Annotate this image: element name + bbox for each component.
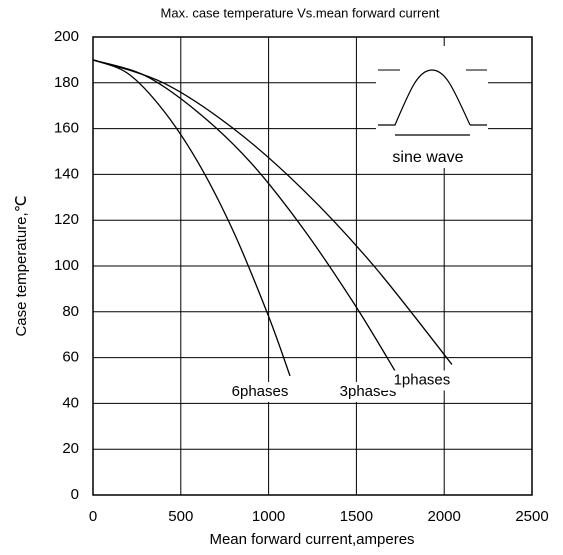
y-tick-label: 140 bbox=[54, 165, 79, 182]
x-tick-label: 1000 bbox=[252, 508, 285, 525]
x-tick-label: 1500 bbox=[340, 508, 373, 525]
x-axis-label: Mean forward current,amperes bbox=[209, 531, 414, 548]
label-bg bbox=[379, 370, 462, 391]
y-tick-label: 120 bbox=[54, 211, 79, 228]
line-series bbox=[92, 59, 399, 377]
x-tick-label: 500 bbox=[168, 508, 193, 525]
y-tick-label: 40 bbox=[62, 394, 79, 411]
annotation: sine wave bbox=[392, 149, 463, 166]
y-tick-label: 100 bbox=[54, 257, 79, 274]
y-tick-label: 200 bbox=[54, 28, 79, 45]
y-tick-label: 20 bbox=[62, 440, 79, 457]
line-series bbox=[92, 59, 291, 377]
x-tick-label: 2000 bbox=[428, 508, 461, 525]
x-tick-label: 2500 bbox=[515, 508, 548, 525]
y-tick-label: 60 bbox=[62, 349, 79, 366]
y-tick-label: 160 bbox=[54, 120, 79, 137]
sine-icon bbox=[378, 69, 487, 136]
y-tick-label: 80 bbox=[62, 303, 79, 320]
y-tick-label: 0 bbox=[71, 486, 79, 503]
plot-frame bbox=[92, 36, 533, 496]
series-label: 1phases bbox=[394, 371, 451, 388]
y-axis-label: Case temperature,℃ bbox=[13, 195, 30, 336]
inset-box bbox=[376, 46, 488, 168]
chart-title: Max. case temperature Vs.mean forward cu… bbox=[161, 5, 440, 20]
line-series bbox=[92, 59, 453, 365]
label-bg bbox=[218, 381, 301, 402]
series-label: 6phases bbox=[232, 383, 289, 400]
x-tick-label: 0 bbox=[89, 508, 97, 525]
y-tick-label: 180 bbox=[54, 74, 79, 91]
